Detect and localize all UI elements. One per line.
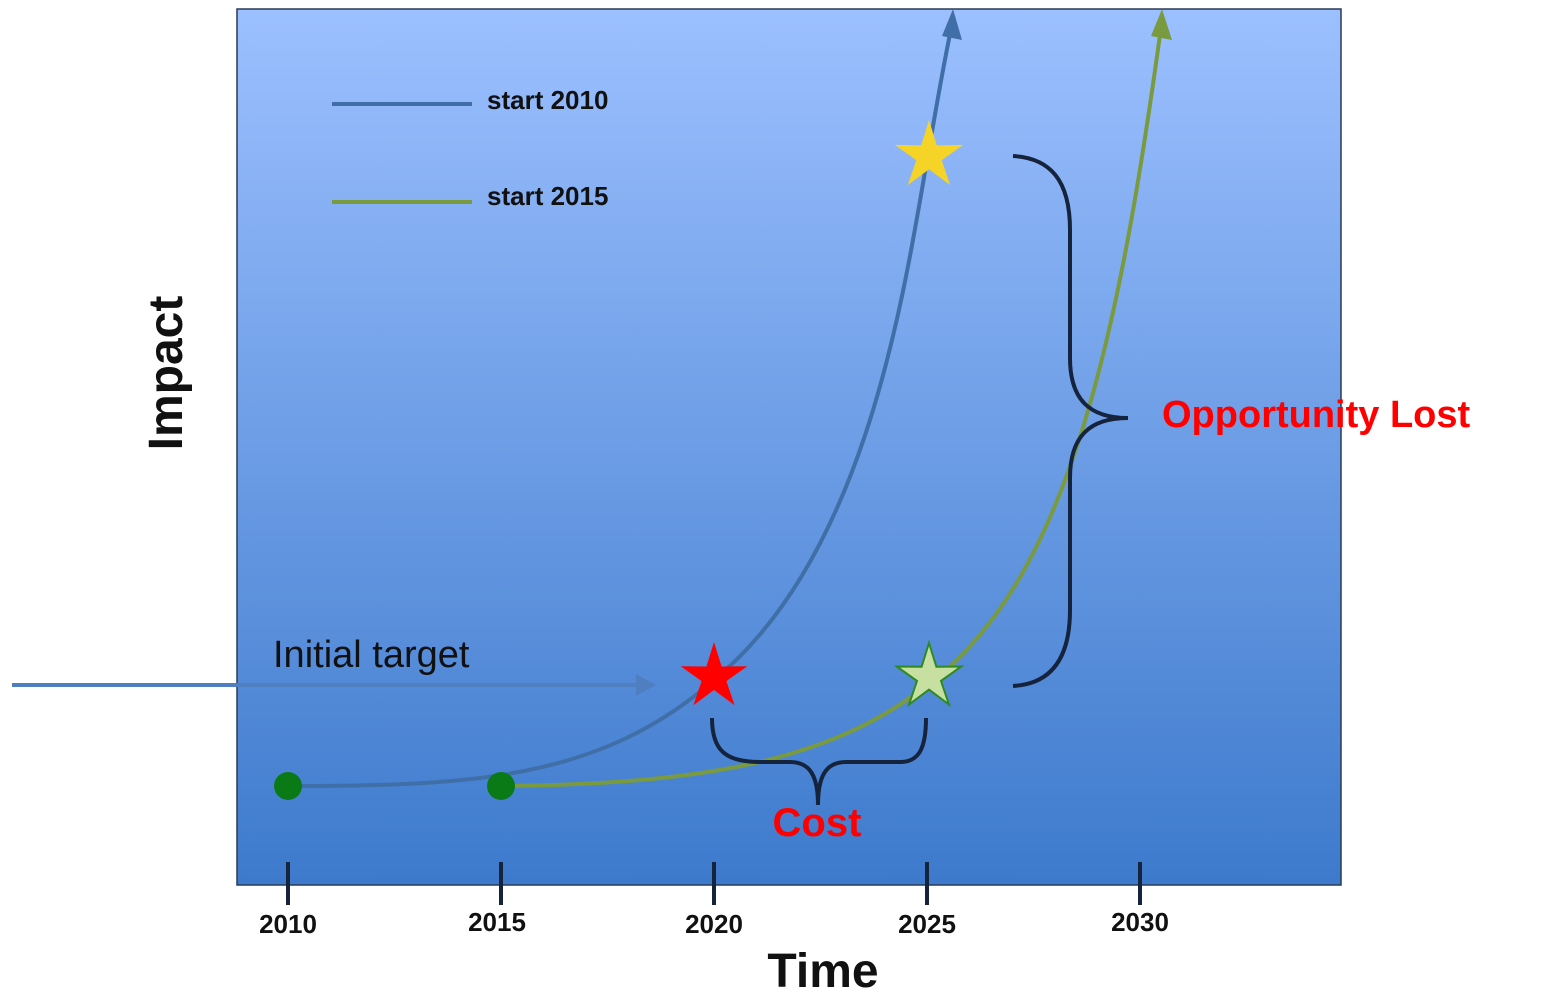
tick-label-2010: 2010 [259,909,317,939]
cost-label: Cost [773,801,862,845]
x-axis-title: Time [767,945,878,995]
cost-bracket [710,717,928,806]
x-axis-ticks [286,862,1142,905]
opportunity-lost-label: Opportunity Lost [1162,394,1471,436]
tick-label-2030: 2030 [1111,907,1169,937]
curve-start-2015 [500,19,1164,788]
start-dot-2015 [487,772,515,800]
tick-label-2025: 2025 [898,909,956,939]
initial-target-arrow [12,674,656,696]
start-dot-2010 [274,772,302,800]
tick-label-2015: 2015 [468,907,526,937]
plot-panel [236,8,1342,886]
initial-target-label: Initial target [273,634,470,676]
opportunity-lost-bracket [1012,154,1129,688]
legend-label-start-2010: start 2010 [487,85,608,115]
arrowhead-start-2010 [942,9,962,40]
legend-label-start-2015: start 2015 [487,181,608,211]
x-axis-tick-labels: 2010 2015 2020 2025 2030 [259,907,1169,939]
arrowhead-start-2015 [1151,9,1172,40]
y-axis-title: Impact [140,296,193,451]
gold-star-icon [894,120,964,186]
red-star-icon [680,642,748,706]
pale-green-star-icon [893,639,965,708]
legend: start 2010 start 2015 [332,85,608,211]
tick-label-2020: 2020 [685,909,743,939]
